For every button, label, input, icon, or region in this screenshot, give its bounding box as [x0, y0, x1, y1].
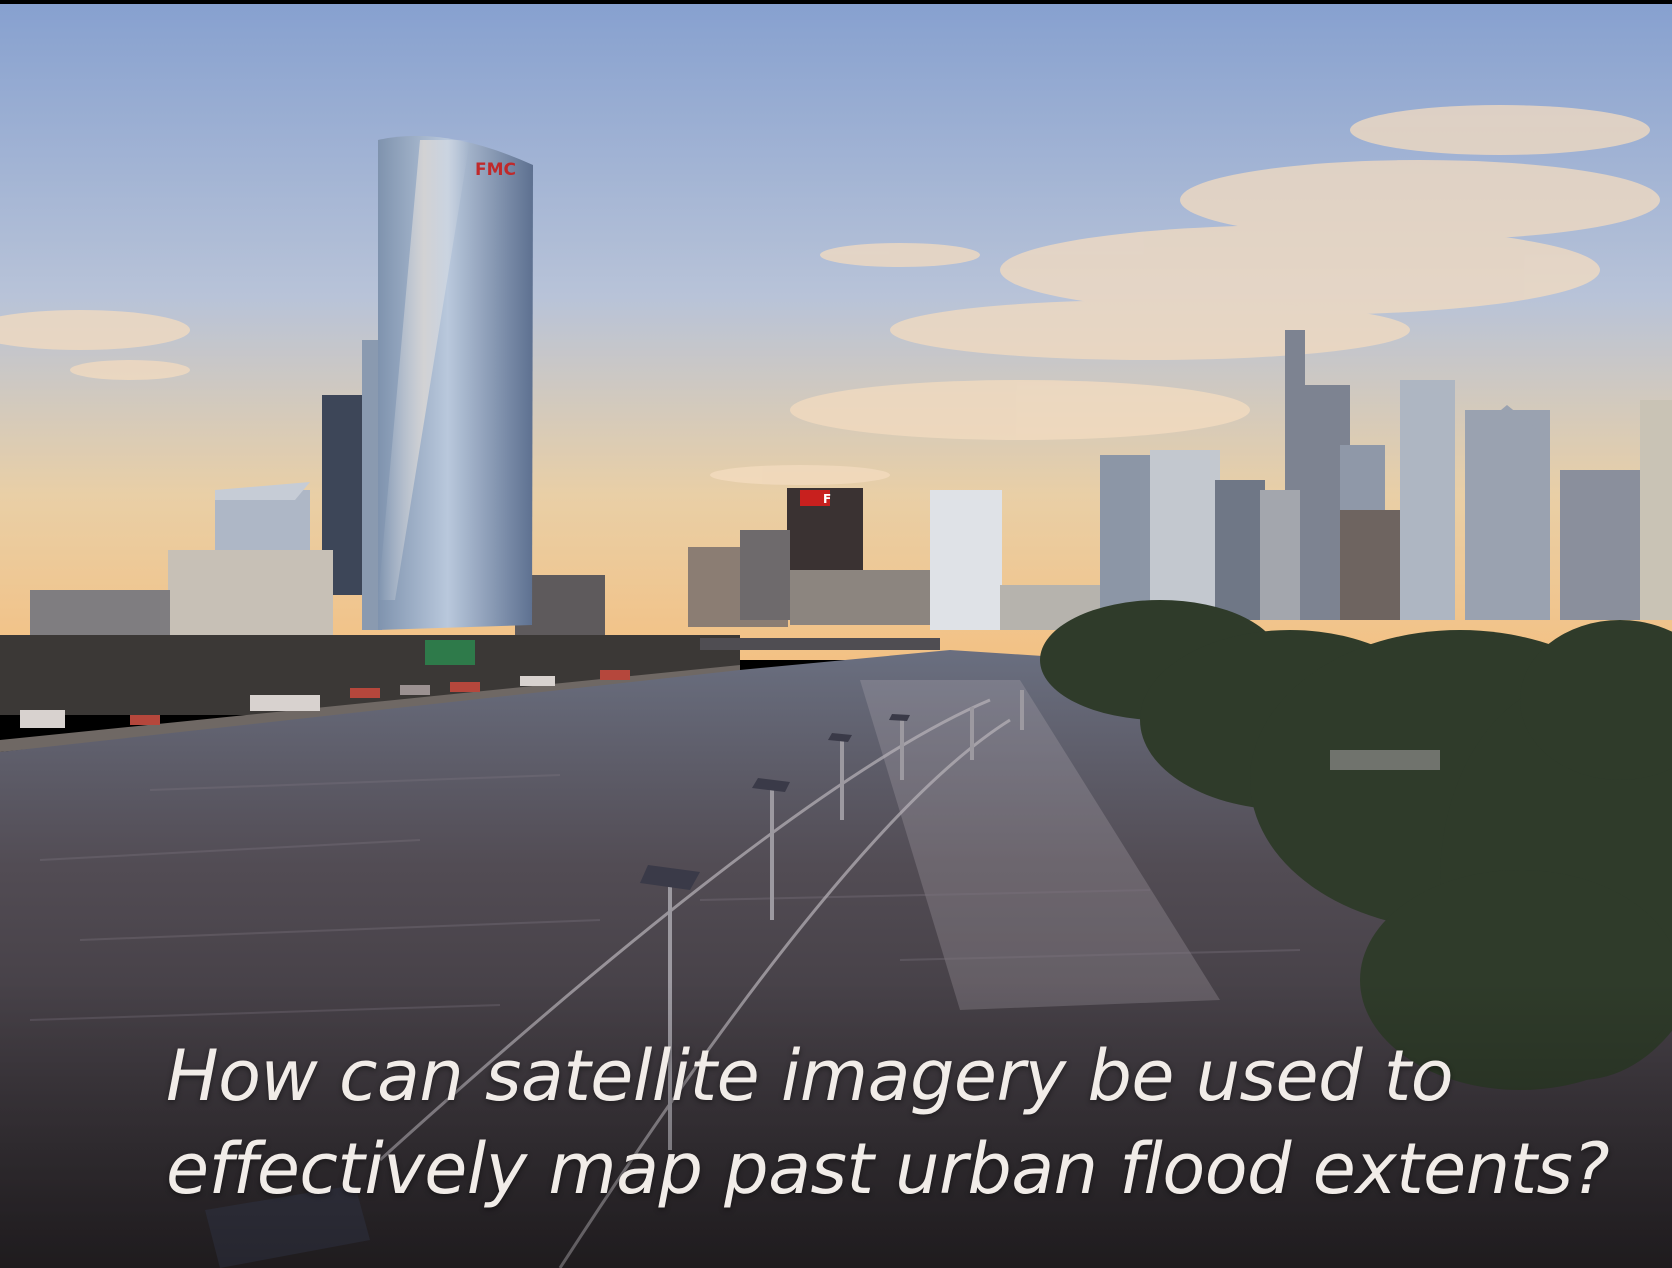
caption-line-1: How can satellite imagery be used to	[166, 1030, 1656, 1123]
flooded-building-edge	[1330, 750, 1440, 770]
fmc-sign: FMC	[475, 160, 516, 180]
small-sign-text: F	[823, 492, 831, 506]
slide-caption: How can satellite imagery be used to eff…	[166, 1030, 1656, 1216]
highway-sign	[425, 640, 475, 665]
caption-line-2: effectively map past urban flood extents…	[166, 1123, 1656, 1216]
fmc-tower: FMC	[362, 136, 533, 630]
distant-bridge	[700, 638, 940, 650]
